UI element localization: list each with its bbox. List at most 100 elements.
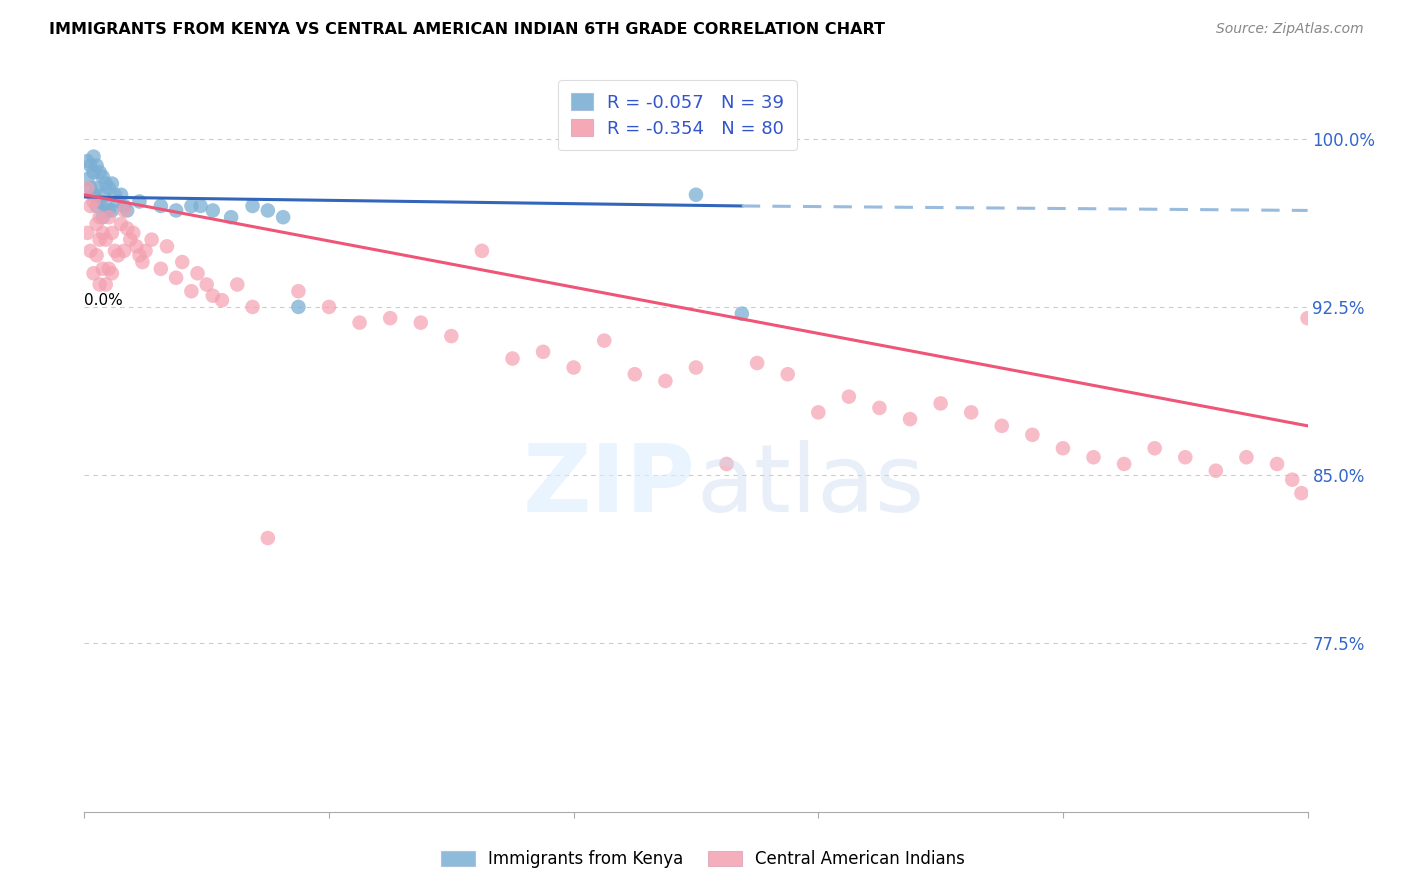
Point [91, 187, 114, 202]
Point [104, 187, 127, 202]
Point [112, 244, 135, 258]
Point [991, 418, 1014, 433]
Point [165, 270, 187, 285]
Point [838, 390, 860, 404]
Point [135, 244, 157, 258]
Point [79, 199, 101, 213]
Point [76, 226, 98, 240]
Point [101, 226, 124, 240]
Point [869, 401, 891, 415]
Text: 0.0%: 0.0% [84, 293, 124, 309]
Point [97, 203, 120, 218]
Point [112, 199, 135, 213]
Point [165, 203, 187, 218]
Point [120, 233, 142, 247]
Point [1281, 473, 1303, 487]
Point [83, 150, 105, 164]
Point [898, 412, 921, 426]
Point [89, 233, 111, 247]
Point [190, 199, 212, 213]
Point [180, 284, 202, 298]
Point [1083, 450, 1105, 465]
Point [110, 217, 132, 231]
Point [409, 316, 432, 330]
Point [83, 266, 105, 280]
Point [1265, 457, 1288, 471]
Point [201, 289, 224, 303]
Point [287, 284, 309, 298]
Point [1291, 486, 1313, 500]
Point [86, 217, 108, 231]
Point [624, 368, 647, 382]
Point [79, 181, 101, 195]
Point [219, 210, 242, 224]
Point [1296, 311, 1319, 326]
Point [110, 187, 132, 202]
Point [502, 351, 524, 366]
Point [716, 457, 738, 471]
Point [89, 165, 111, 179]
Point [929, 396, 952, 410]
Point [83, 187, 105, 202]
Point [94, 199, 117, 213]
Point [104, 244, 127, 258]
Point [128, 248, 150, 262]
Point [1021, 427, 1043, 442]
Point [226, 277, 249, 292]
Point [97, 181, 120, 195]
Point [201, 203, 224, 218]
Point [1236, 450, 1258, 465]
Point [101, 266, 124, 280]
Point [94, 177, 117, 191]
Point [380, 311, 402, 326]
Point [149, 261, 172, 276]
Point [89, 194, 111, 209]
Point [1205, 464, 1227, 478]
Point [960, 405, 983, 419]
Point [1174, 450, 1197, 465]
Point [257, 203, 280, 218]
Point [440, 329, 463, 343]
Point [97, 210, 120, 224]
Point [562, 360, 585, 375]
Text: atlas: atlas [696, 440, 924, 532]
Point [271, 210, 294, 224]
Point [242, 300, 264, 314]
Point [115, 203, 138, 218]
Legend: Immigrants from Kenya, Central American Indians: Immigrants from Kenya, Central American … [434, 844, 972, 875]
Point [91, 210, 114, 224]
Point [172, 255, 194, 269]
Point [97, 261, 120, 276]
Point [242, 199, 264, 213]
Point [86, 181, 108, 195]
Point [107, 194, 129, 209]
Point [122, 226, 145, 240]
Point [79, 159, 101, 173]
Point [86, 248, 108, 262]
Point [731, 307, 754, 321]
Point [89, 277, 111, 292]
Point [1143, 442, 1166, 456]
Point [807, 405, 830, 419]
Point [115, 221, 138, 235]
Point [76, 172, 98, 186]
Point [89, 210, 111, 224]
Point [86, 159, 108, 173]
Point [593, 334, 616, 348]
Point [776, 368, 799, 382]
Text: Source: ZipAtlas.com: Source: ZipAtlas.com [1216, 22, 1364, 37]
Point [94, 277, 117, 292]
Point [112, 203, 135, 218]
Point [83, 165, 105, 179]
Point [94, 233, 117, 247]
Point [86, 199, 108, 213]
Point [149, 199, 172, 213]
Point [654, 374, 676, 388]
Point [76, 154, 98, 169]
Point [91, 261, 114, 276]
Point [128, 194, 150, 209]
Point [349, 316, 371, 330]
Point [195, 277, 218, 292]
Point [131, 255, 153, 269]
Point [257, 531, 280, 545]
